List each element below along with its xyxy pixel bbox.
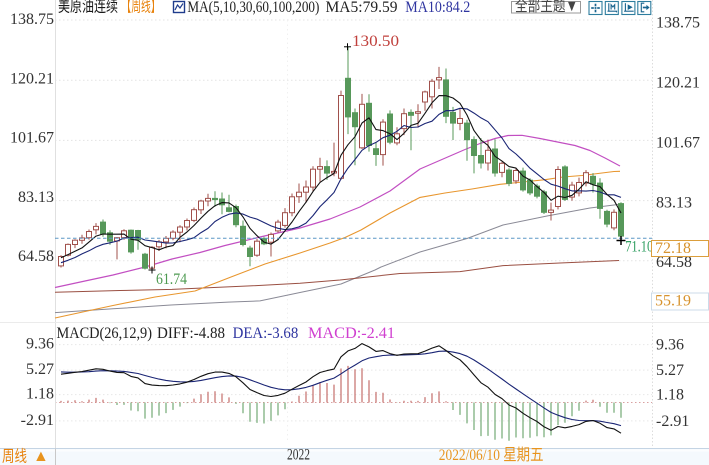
svg-text:5.27: 5.27 (656, 362, 684, 379)
svg-text:MA(5,10,30,60,100,200): MA(5,10,30,60,100,200) (187, 0, 319, 16)
svg-text:-2.91: -2.91 (656, 413, 689, 430)
svg-text:138.75: 138.75 (656, 15, 700, 32)
svg-text:美原油连续: 美原油连续 (58, 0, 118, 16)
svg-text:MACD:-2.41: MACD:-2.41 (308, 325, 395, 342)
svg-text:MACD(26,12,9): MACD(26,12,9) (57, 325, 153, 342)
svg-text:83.13: 83.13 (18, 189, 54, 206)
svg-text:83.13: 83.13 (656, 194, 692, 211)
svg-text:MA5:79.59: MA5:79.59 (326, 0, 398, 16)
svg-text:全部主题▼: 全部主题▼ (515, 0, 578, 15)
svg-text:1.18: 1.18 (656, 387, 684, 404)
svg-text:101.67: 101.67 (10, 130, 54, 147)
svg-text:120.21: 120.21 (656, 74, 700, 91)
svg-text:MA10:84.2: MA10:84.2 (405, 0, 470, 16)
svg-text:64.58: 64.58 (18, 248, 54, 265)
svg-text:138.75: 138.75 (10, 11, 54, 28)
svg-text:9.36: 9.36 (656, 337, 684, 354)
svg-text:5.27: 5.27 (26, 361, 54, 378)
svg-text:-2.91: -2.91 (21, 412, 54, 429)
svg-text:64.58: 64.58 (656, 254, 692, 271)
svg-text:72.18: 72.18 (655, 240, 691, 257)
svg-text:1.18: 1.18 (26, 386, 54, 403)
svg-text:130.50: 130.50 (352, 33, 399, 50)
svg-text:DEA:-3.68: DEA:-3.68 (233, 325, 299, 342)
svg-text:55.19: 55.19 (655, 293, 691, 310)
svg-text:2022: 2022 (287, 447, 310, 464)
svg-text:周线: 周线 (2, 448, 27, 465)
svg-text:120.21: 120.21 (10, 70, 54, 87)
svg-text:2022/06/10 星期五: 2022/06/10 星期五 (439, 446, 544, 464)
svg-text:▲: ▲ (33, 448, 49, 465)
svg-text:【周线】: 【周线】 (122, 0, 161, 16)
svg-text:9.36: 9.36 (26, 336, 54, 353)
svg-text:61.74: 61.74 (156, 271, 187, 288)
svg-text:71.10: 71.10 (625, 239, 653, 256)
svg-text:101.67: 101.67 (656, 134, 700, 151)
svg-text:DIFF:-4.88: DIFF:-4.88 (157, 325, 225, 342)
